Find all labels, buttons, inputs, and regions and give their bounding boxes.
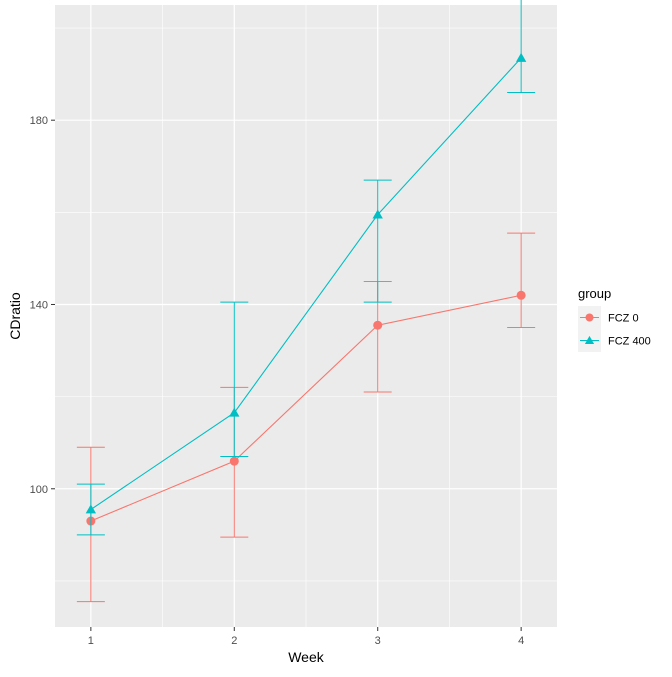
data-point <box>516 290 526 300</box>
data-point <box>373 320 383 330</box>
data-point <box>229 456 239 466</box>
series-fcz-400 <box>76 0 536 536</box>
x-axis-title: Week <box>288 649 325 665</box>
y-tick-label: 180 <box>30 115 48 127</box>
legend-items: FCZ 0 FCZ 400 <box>578 306 651 352</box>
legend-item: FCZ 0 <box>578 306 639 329</box>
data-point <box>372 209 383 219</box>
legend-label: FCZ 0 <box>608 313 639 325</box>
x-tick-label: 1 <box>88 635 94 647</box>
legend-label: FCZ 400 <box>608 336 651 348</box>
y-tick-label: 100 <box>30 484 48 496</box>
series-line <box>90 294 522 522</box>
legend-title: group <box>578 286 611 301</box>
series-line <box>90 57 522 510</box>
legend-item: FCZ 400 <box>578 329 651 352</box>
series-layer <box>76 0 536 603</box>
x-tick-label: 2 <box>231 635 237 647</box>
x-tick-label: 4 <box>518 635 524 647</box>
data-point <box>515 52 527 62</box>
legend: group FCZ 0 FCZ 400 <box>578 286 651 352</box>
data-point <box>85 504 97 514</box>
axes: 100 140 180 1 2 3 4 <box>30 115 525 647</box>
data-point <box>229 407 240 417</box>
legend-key-marker <box>585 313 594 322</box>
x-tick-label: 3 <box>375 635 381 647</box>
y-axis-title: CDratio <box>7 292 23 340</box>
legend-key-marker <box>584 335 595 344</box>
y-tick-label: 140 <box>30 299 48 311</box>
